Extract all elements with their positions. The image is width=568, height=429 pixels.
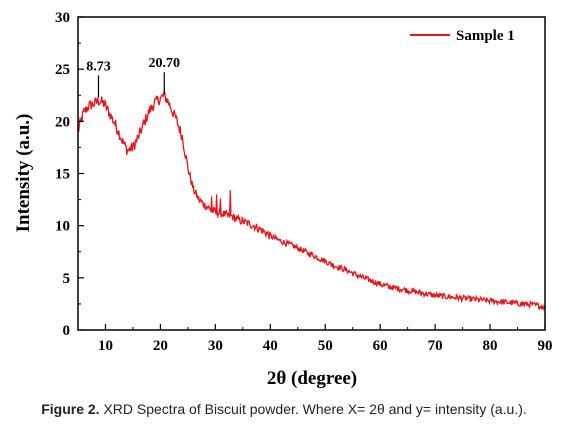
series-spike: [215, 194, 218, 214]
y-tick-label: 0: [63, 323, 71, 339]
x-tick-label: 20: [153, 338, 168, 354]
x-axis-title: 2θ (degree): [267, 368, 357, 389]
y-tick-label: 25: [55, 62, 70, 78]
caption-text: XRD Spectra of Biscuit powder. Where X= …: [103, 401, 527, 417]
y-axis-title: Intensity (a.u.): [13, 114, 34, 233]
y-tick-label: 10: [55, 219, 70, 235]
y-tick-label: 20: [55, 114, 70, 130]
x-tick-label: 30: [208, 338, 223, 354]
series-line: [77, 90, 546, 311]
peak-label: 8.73: [86, 59, 111, 74]
x-tick-label: 70: [428, 338, 443, 354]
x-tick-label: 40: [263, 338, 278, 354]
x-tick-label: 10: [98, 338, 113, 354]
series-spike: [219, 198, 222, 214]
legend: Sample 1: [410, 28, 515, 44]
x-tick-label: 80: [483, 338, 498, 354]
x-tick-label: 60: [373, 338, 388, 354]
x-tick-label: 50: [318, 338, 333, 354]
caption-label: Figure 2.: [41, 401, 100, 417]
y-tick-label: 5: [63, 271, 71, 287]
legend-label: Sample 1: [456, 28, 515, 44]
y-tick-label: 30: [55, 10, 70, 26]
x-tick-label: 90: [538, 338, 553, 354]
figure-caption: Figure 2. XRD Spectra of Biscuit powder.…: [0, 401, 568, 417]
peak-annotations: 8.73 20.70: [86, 56, 181, 98]
peak-label: 20.70: [149, 56, 181, 71]
series-spike: [229, 190, 232, 214]
series-spike: [210, 196, 213, 214]
plot-area: [77, 90, 546, 311]
axes: 10 20 30 40 50 60 70 80 90 0 5 10 15 20 25 30: [55, 10, 553, 354]
y-tick-label: 15: [55, 167, 70, 183]
